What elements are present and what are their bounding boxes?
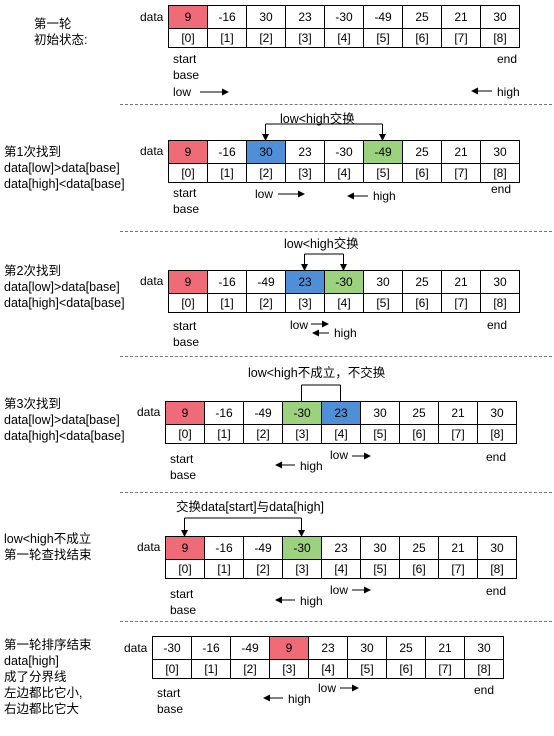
start-pointer-label: start	[170, 587, 194, 601]
array-index-cell: [8]	[477, 424, 517, 444]
low-pointer-label: low	[330, 448, 349, 462]
data-label: data	[137, 405, 161, 419]
data-label: data	[124, 641, 148, 655]
array-value-cell: 9	[168, 270, 208, 294]
swap-caption: low<high交换	[280, 112, 355, 126]
section-divider	[120, 621, 552, 622]
high-pointer-label: high	[300, 459, 323, 473]
step-description: 第一轮排序结束 data[high] 成了分界线 左边都比它小, 右边都比它大	[4, 638, 92, 716]
section-divider	[120, 492, 552, 493]
section-divider	[120, 104, 552, 105]
array-index-cell: [8]	[480, 28, 520, 48]
end-pointer-label: end	[486, 450, 507, 464]
high-pointer-label: high	[373, 189, 396, 203]
data-label: data	[140, 144, 164, 158]
low-pointer-label: low	[255, 187, 274, 201]
swap-caption: 交换data[start]与data[high]	[176, 500, 324, 514]
base-pointer-label: base	[170, 603, 197, 617]
section-divider	[120, 356, 552, 357]
end-pointer-label: end	[486, 584, 507, 598]
high-pointer-label: high	[334, 326, 357, 340]
end-pointer-label: end	[491, 182, 512, 196]
data-label: data	[140, 10, 164, 24]
low-pointer-label: low	[318, 681, 337, 695]
array-value-cell: -30	[282, 401, 322, 425]
base-pointer-label: base	[173, 335, 200, 349]
array-index-cell: [8]	[477, 559, 517, 579]
array-value-cell: 23	[285, 270, 325, 294]
array-index-cell: [8]	[480, 163, 520, 183]
low-pointer-label: low	[290, 318, 309, 332]
start-pointer-label: start	[157, 686, 181, 700]
start-pointer-label: start	[173, 186, 197, 200]
step-description: 第2次找到 data[low]>data[base] data[high]<da…	[4, 264, 125, 310]
step-description: 第1次找到 data[low]>data[base] data[high]<da…	[4, 145, 125, 191]
base-pointer-label: base	[173, 68, 200, 82]
step-description: low<high不成立 第一轮查找结束	[4, 532, 92, 562]
base-pointer-label: base	[173, 202, 200, 216]
array-index-cell: [8]	[480, 293, 520, 313]
array-value-cell: 9	[165, 401, 205, 425]
high-pointer-label: high	[300, 594, 323, 608]
data-label: data	[137, 540, 161, 554]
high-pointer-label: high	[497, 85, 520, 99]
low-pointer-label: low	[330, 583, 349, 597]
start-pointer-label: start	[173, 319, 197, 333]
high-pointer-label: high	[288, 692, 311, 706]
step-description: 第一轮 初始状态:	[34, 17, 88, 47]
end-pointer-label: end	[474, 683, 495, 697]
swap-caption: low<high交换	[284, 237, 359, 251]
array-value-cell: 9	[269, 636, 309, 660]
end-pointer-label: end	[497, 52, 518, 66]
section-divider	[120, 231, 552, 232]
start-pointer-label: start	[173, 52, 197, 66]
data-label: data	[140, 274, 164, 288]
end-pointer-label: end	[487, 318, 508, 332]
step-description: 第3次找到 data[low]>data[base] data[high]<da…	[4, 397, 125, 443]
array-index-cell: [8]	[464, 659, 504, 679]
start-pointer-label: start	[170, 452, 194, 466]
base-pointer-label: base	[157, 702, 184, 716]
array-value-cell: 9	[165, 536, 205, 560]
swap-caption: low<high不成立，不交换	[248, 366, 386, 380]
low-pointer-label: low	[173, 85, 192, 99]
base-pointer-label: base	[170, 468, 197, 482]
